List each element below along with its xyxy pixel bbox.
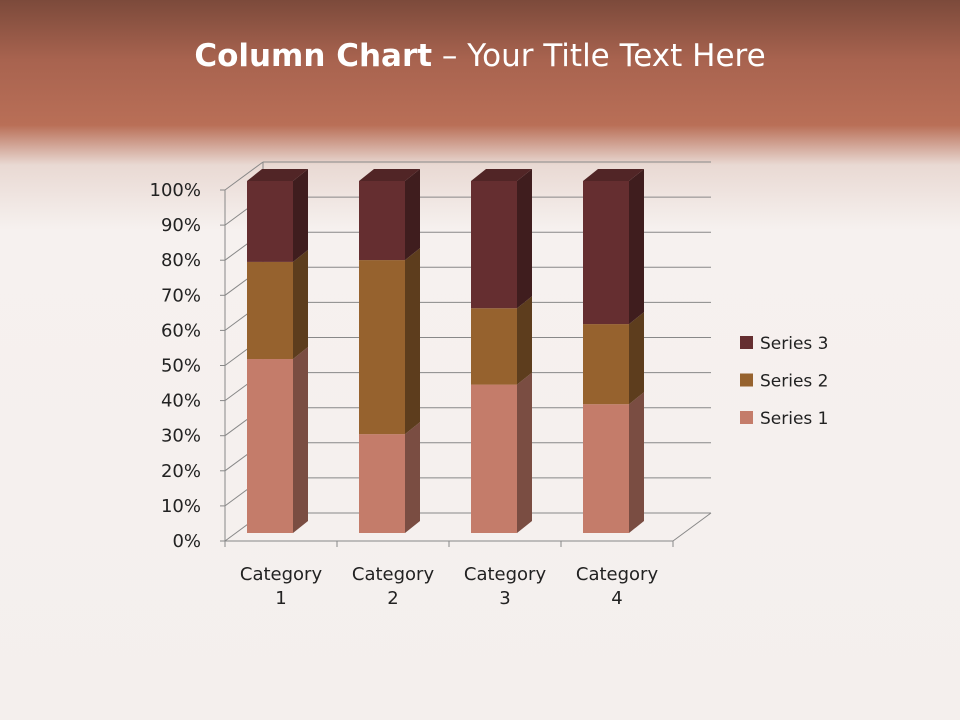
- bar-segment: [583, 181, 629, 325]
- bar-segment: [247, 181, 293, 262]
- bar-segment: [247, 261, 293, 360]
- y-tick-label: 20%: [161, 461, 201, 482]
- x-tick-label-line: 1: [275, 588, 286, 609]
- bar-side: [293, 347, 308, 533]
- y-tick-label: 50%: [161, 356, 201, 377]
- bar-side: [517, 372, 532, 533]
- bar-side: [405, 248, 420, 435]
- y-tick-label: 100%: [150, 180, 201, 201]
- bar-segment: [583, 404, 629, 533]
- gridline-side: [224, 161, 264, 191]
- y-tick-label: 90%: [161, 215, 201, 236]
- legend: Series 3 Series 2 Series 1: [740, 334, 829, 429]
- y-tick-label: 30%: [161, 426, 201, 447]
- bar-top: [359, 169, 420, 181]
- bar-top: [247, 169, 308, 181]
- bar-segment: [247, 359, 293, 533]
- y-tick-label: 40%: [161, 391, 201, 412]
- slide-title: Column Chart – Your Title Text Here: [0, 38, 960, 74]
- x-tick-label: Category 4: [576, 564, 659, 609]
- bar-top: [583, 169, 644, 181]
- bar-segment: [471, 384, 517, 533]
- legend-label: Series 1: [760, 409, 829, 429]
- legend-swatch: [740, 373, 753, 387]
- bar-stack-1: [247, 169, 308, 533]
- y-tick-label: 80%: [161, 250, 201, 271]
- bar-side: [293, 249, 308, 360]
- bar-stack-3: [471, 169, 532, 533]
- bar-side: [517, 296, 532, 385]
- x-tick-label-line: 3: [499, 588, 510, 609]
- bar-segment: [471, 181, 517, 309]
- y-tick-label: 0%: [172, 531, 201, 552]
- x-tick-label: Category 3: [464, 564, 547, 609]
- bar-stack-4: [583, 169, 644, 533]
- legend-swatch: [740, 336, 753, 349]
- bar-stack-2: [359, 169, 420, 533]
- x-tick-label-line: Category: [576, 564, 659, 585]
- y-tick-label: 60%: [161, 320, 201, 341]
- bar-side: [405, 169, 420, 261]
- x-tick-label-line: 4: [611, 588, 622, 609]
- bar-side: [629, 169, 644, 325]
- bar-side: [629, 392, 644, 533]
- bar-segment: [359, 181, 405, 261]
- bar-segment: [583, 324, 629, 405]
- bar-top: [471, 169, 532, 181]
- bar-side: [517, 169, 532, 309]
- legend-label: Series 2: [760, 372, 829, 392]
- x-tick-label: Category 1: [240, 564, 323, 609]
- title-rest: – Your Title Text Here: [432, 38, 766, 74]
- bar-segment: [471, 308, 517, 385]
- y-tick-label: 10%: [161, 496, 201, 517]
- bar-segment: [359, 260, 405, 435]
- bar-side: [405, 422, 420, 533]
- x-tick-label-line: Category: [240, 564, 323, 585]
- floor-edge: [672, 512, 712, 542]
- x-tick-label: Category 2: [352, 564, 435, 609]
- x-tick-label-line: Category: [464, 564, 547, 585]
- bar-segment: [359, 434, 405, 533]
- title-bold: Column Chart: [194, 38, 433, 74]
- legend-label: Series 3: [760, 334, 829, 354]
- y-tick-label: 70%: [161, 285, 201, 306]
- legend-swatch: [740, 411, 753, 424]
- x-tick-label-line: Category: [352, 564, 435, 585]
- bar-side: [629, 312, 644, 405]
- x-tick-label-line: 2: [387, 588, 398, 609]
- bar-side: [293, 169, 308, 262]
